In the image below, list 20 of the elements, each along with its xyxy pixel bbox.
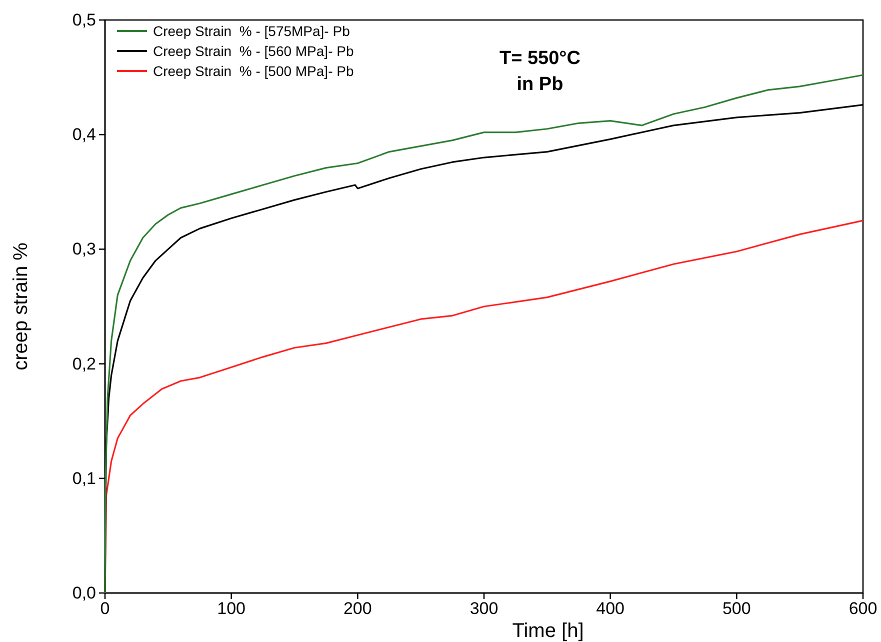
x-tick-label: 300 <box>470 599 498 618</box>
y-tick-label: 0,5 <box>72 10 96 30</box>
legend-label: Creep Strain % - [575MPa]- Pb <box>153 23 350 39</box>
legend-label: Creep Strain % - [500 MPa]- Pb <box>153 63 354 79</box>
x-axis-title: Time [h] <box>512 620 584 642</box>
annotation: T= 550°C <box>499 48 581 69</box>
y-tick-label: 0,1 <box>72 468 96 488</box>
x-tick-label: 100 <box>217 599 246 618</box>
y-tick-label: 0,4 <box>72 125 96 144</box>
y-tick-label: 0,3 <box>72 240 96 259</box>
annotation: in Pb <box>516 74 564 95</box>
legend-label: Creep Strain % - [560 MPa]- Pb <box>153 43 354 59</box>
y-tick-label: 0,2 <box>72 354 96 374</box>
y-axis-title: creep strain % <box>10 242 32 370</box>
x-tick-label: 500 <box>722 599 751 618</box>
x-tick-label: 200 <box>343 599 372 618</box>
x-tick-label: 600 <box>848 599 878 618</box>
x-tick-label: 400 <box>596 599 625 618</box>
x-tick-label: 0 <box>100 599 110 618</box>
y-tick-label: 0,0 <box>72 583 96 602</box>
